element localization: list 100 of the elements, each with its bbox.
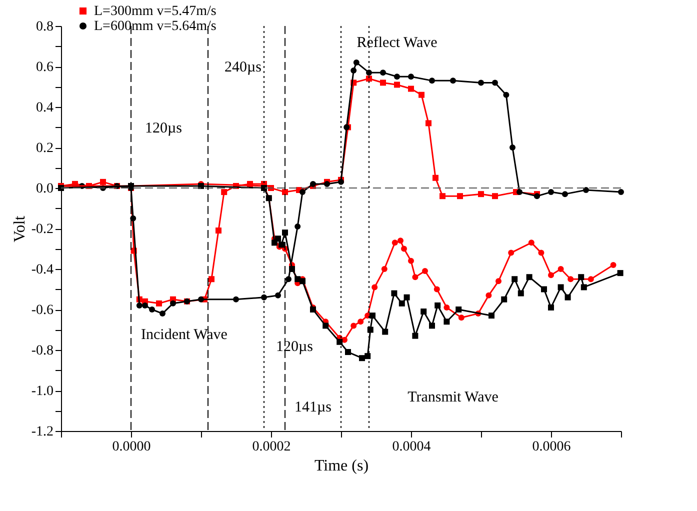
point <box>156 300 162 306</box>
y-tick-label: 0.8 <box>36 20 54 34</box>
annotation: 120µs <box>144 120 182 136</box>
point <box>289 266 295 272</box>
annotation: 120µs <box>276 338 314 355</box>
point <box>58 185 64 191</box>
point <box>610 262 616 268</box>
point <box>478 191 484 198</box>
point <box>208 276 214 282</box>
point <box>100 178 106 185</box>
point <box>353 59 360 66</box>
point <box>618 189 624 196</box>
point <box>503 92 510 98</box>
point <box>418 92 424 98</box>
y-tick-label: -0.2 <box>31 222 54 237</box>
y-axis-title: Volt <box>11 215 28 242</box>
point <box>516 189 522 196</box>
annotation: Incident Wave <box>140 326 228 343</box>
point <box>366 76 372 82</box>
point <box>412 332 418 339</box>
point <box>404 294 410 300</box>
point <box>420 308 427 315</box>
x-axis-title: Time (s) <box>314 458 369 474</box>
point <box>496 278 502 284</box>
point <box>394 74 400 80</box>
point <box>617 270 624 276</box>
y-tick-label: 0.6 <box>36 60 54 75</box>
point <box>310 306 316 312</box>
x-tick-label: 0.0000 <box>112 440 151 454</box>
point <box>422 268 428 274</box>
point <box>458 314 464 321</box>
legend-label: L=600mm v=5.64m/s <box>94 19 216 34</box>
point <box>300 189 306 196</box>
point <box>350 322 357 329</box>
point <box>275 236 281 242</box>
point <box>392 240 398 246</box>
point <box>440 193 446 200</box>
point <box>444 318 450 325</box>
x-tick-label: 0.0006 <box>532 440 571 454</box>
point <box>492 80 498 86</box>
point <box>432 174 438 181</box>
point <box>216 228 222 234</box>
legend-label: L=300mm v=5.47m/s <box>94 4 216 19</box>
point <box>398 238 404 244</box>
point <box>294 223 301 230</box>
point <box>562 191 568 198</box>
point <box>456 306 462 312</box>
y-tick-label: -0.6 <box>31 303 54 318</box>
point <box>142 302 148 308</box>
point <box>492 193 498 200</box>
point <box>429 322 435 329</box>
point <box>359 355 365 362</box>
point <box>170 300 176 306</box>
point <box>408 74 414 80</box>
point <box>408 86 414 92</box>
point <box>366 70 372 76</box>
point <box>391 290 398 296</box>
y-tick-label: 0.2 <box>36 141 54 156</box>
point <box>380 70 386 76</box>
point <box>510 144 516 150</box>
point <box>548 304 554 310</box>
point <box>564 294 571 300</box>
point <box>518 290 524 296</box>
point <box>580 284 587 290</box>
point <box>429 78 435 84</box>
point <box>558 284 564 290</box>
point <box>568 276 574 282</box>
point <box>588 276 594 282</box>
point <box>380 80 386 86</box>
point <box>426 120 432 126</box>
point <box>370 312 376 319</box>
point <box>282 189 288 196</box>
point <box>367 326 374 333</box>
point <box>501 296 508 302</box>
y-tick-label: -0.8 <box>31 344 54 358</box>
point <box>583 187 589 194</box>
point <box>275 292 281 298</box>
point <box>261 294 267 300</box>
point <box>578 274 584 280</box>
point <box>149 306 155 312</box>
point <box>541 286 547 292</box>
point <box>345 349 351 356</box>
point <box>398 300 405 306</box>
y-tick-label: -1.2 <box>31 424 54 440</box>
point <box>538 250 544 256</box>
point <box>450 78 456 84</box>
point <box>364 353 371 360</box>
point <box>372 284 378 290</box>
y-tick-label: -0.4 <box>31 262 54 278</box>
point <box>508 250 514 256</box>
annotation: 141µs <box>294 400 332 416</box>
point <box>478 80 484 86</box>
point <box>486 292 492 298</box>
point <box>548 272 554 278</box>
point <box>457 193 463 200</box>
point <box>198 296 204 302</box>
point <box>221 189 228 196</box>
point <box>381 266 388 272</box>
point <box>512 276 518 282</box>
annotation: Transmit Wave <box>408 390 499 406</box>
